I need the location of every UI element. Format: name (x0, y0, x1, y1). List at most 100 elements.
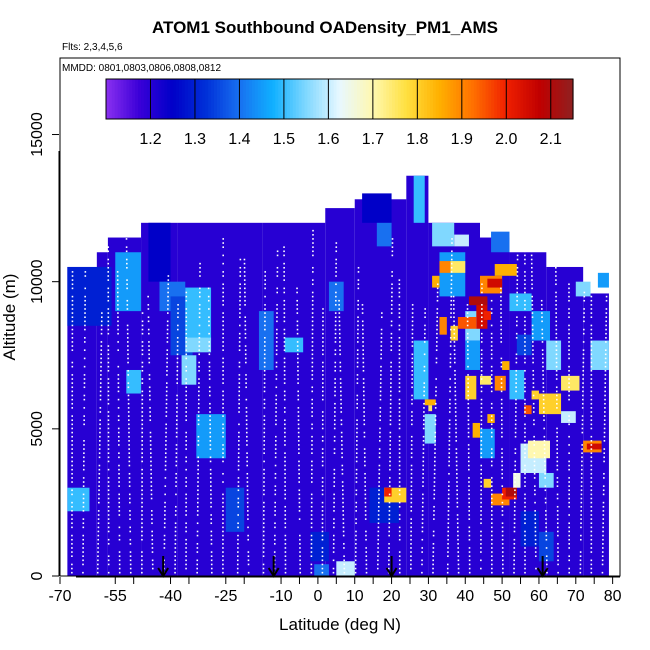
track-dot (167, 283, 170, 286)
track-dot (185, 328, 188, 331)
track-dot (421, 530, 424, 533)
track-dot (334, 328, 337, 331)
track-dot (222, 287, 224, 290)
track-dot (568, 295, 570, 298)
track-dot (391, 287, 393, 290)
track-dot (322, 386, 324, 389)
track-dot (264, 324, 266, 327)
track-dot (590, 501, 593, 504)
track-dot (283, 308, 286, 310)
track-dot (533, 435, 535, 438)
track-dot (540, 304, 543, 306)
track-dot (451, 254, 453, 257)
track-dot (491, 514, 493, 516)
track-dot (524, 246, 526, 248)
track-dot (222, 246, 225, 248)
track-dot (127, 353, 129, 356)
track-dot (490, 497, 493, 500)
track-dot (432, 547, 435, 549)
track-dot (311, 349, 314, 351)
track-dot (71, 415, 74, 417)
track-dot (164, 505, 166, 508)
track-dot (107, 526, 110, 529)
track-dot (239, 266, 242, 269)
track-dot (185, 551, 187, 553)
track-dot (208, 324, 210, 327)
track-dot (590, 472, 593, 475)
track-dot (174, 534, 177, 537)
track-dot (166, 365, 168, 368)
track-dot (71, 361, 74, 364)
track-dot (299, 538, 301, 541)
track-dot (568, 567, 571, 570)
heat-cell (115, 252, 142, 312)
track-dot (583, 279, 586, 281)
track-dot (449, 345, 452, 347)
track-dot (107, 427, 110, 430)
track-dot (556, 505, 559, 508)
track-dot (333, 427, 336, 430)
track-dot (107, 530, 110, 533)
track-dot (174, 563, 176, 566)
track-dot (197, 402, 200, 405)
track-dot (166, 324, 169, 327)
colorbar-swatch (386, 79, 390, 119)
track-dot (453, 345, 456, 347)
colorbar-swatch (435, 79, 440, 119)
track-dot (276, 287, 279, 290)
track-dot (362, 341, 364, 343)
track-dot (196, 522, 199, 525)
track-dot (126, 299, 129, 302)
track-dot (435, 361, 438, 364)
track-dot (501, 505, 504, 508)
heat-cell (185, 287, 212, 341)
track-dot (238, 411, 240, 413)
track-dot (284, 452, 286, 454)
track-dot (501, 551, 504, 553)
x-tick-label: -10 (269, 588, 292, 605)
track-dot (468, 530, 471, 533)
track-dot (284, 563, 287, 566)
track-dot (362, 361, 365, 364)
track-dot (502, 571, 504, 574)
track-dot (377, 538, 380, 541)
track-dot (107, 353, 110, 356)
track-dot (333, 435, 336, 438)
track-dot (238, 431, 240, 434)
track-dot (296, 349, 299, 351)
heat-cell (480, 237, 510, 576)
track-dot (174, 567, 176, 570)
heat-cell (597, 272, 609, 288)
track-dot (107, 357, 110, 360)
track-dot (398, 353, 401, 356)
track-dot (555, 271, 557, 273)
track-dot (338, 308, 341, 310)
track-dot (490, 382, 493, 384)
track-dot (263, 357, 266, 360)
track-dot (342, 510, 344, 512)
colorbar-swatch (202, 79, 206, 119)
track-dot (284, 510, 287, 512)
track-dot (175, 444, 178, 446)
track-dot (362, 328, 364, 331)
track-dot (98, 444, 101, 446)
track-dot (544, 497, 547, 500)
colorbar-swatch (231, 79, 236, 119)
track-dot (391, 246, 394, 248)
track-dot (480, 514, 482, 516)
colorbar-swatch (412, 79, 416, 119)
track-dot (163, 559, 165, 562)
track-dot (411, 378, 413, 380)
track-dot (568, 522, 570, 525)
track-dot (210, 505, 212, 508)
track-dot (71, 328, 74, 331)
track-dot (222, 563, 224, 566)
track-dot (603, 427, 606, 430)
track-dot (356, 382, 359, 384)
track-dot (185, 526, 187, 529)
track-dot (107, 555, 110, 557)
colorbar-swatch (164, 79, 168, 119)
track-dot (424, 328, 426, 331)
track-dot (141, 571, 143, 574)
track-dot (98, 452, 101, 454)
